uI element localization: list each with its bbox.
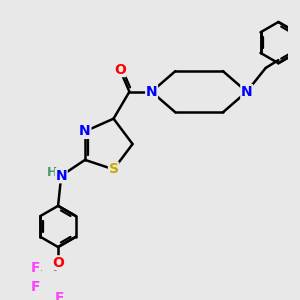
Text: H: H bbox=[46, 166, 57, 179]
Text: N: N bbox=[79, 124, 91, 138]
Text: F: F bbox=[55, 291, 64, 300]
Text: O: O bbox=[114, 62, 126, 76]
Text: N: N bbox=[146, 85, 158, 99]
Text: N: N bbox=[56, 169, 67, 183]
Text: O: O bbox=[52, 256, 64, 270]
Text: S: S bbox=[109, 162, 118, 176]
Text: F: F bbox=[31, 280, 40, 294]
Text: F: F bbox=[31, 261, 40, 274]
Text: N: N bbox=[241, 85, 253, 99]
